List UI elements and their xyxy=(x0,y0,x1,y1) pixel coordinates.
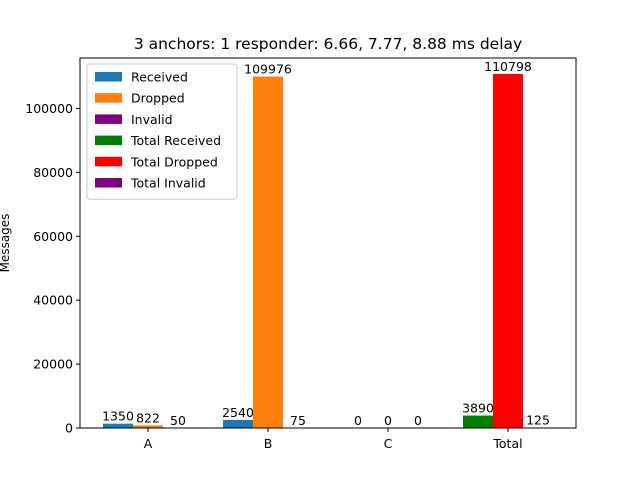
bar-dropped-a xyxy=(133,425,163,428)
legend-label: Invalid xyxy=(131,112,173,127)
bar-received-b xyxy=(223,419,253,428)
y-tick-label: 0 xyxy=(65,421,73,436)
y-tick-label: 40000 xyxy=(33,293,73,308)
y-ticks-group: 0 20000 40000 60000 80000 100000 xyxy=(25,101,80,436)
data-label: 50 xyxy=(170,413,186,428)
chart-title: 3 anchors: 1 responder: 6.66, 7.77, 8.88… xyxy=(134,35,522,53)
data-label: 0 xyxy=(384,413,392,428)
bar-labels-group: 1350 822 50 2540 109976 75 0 0 0 3890 110798 125 xyxy=(102,59,550,428)
y-tick-label: 80000 xyxy=(33,165,73,180)
legend-label: Dropped xyxy=(131,91,185,106)
data-label: 109976 xyxy=(244,62,292,77)
data-label: 125 xyxy=(526,413,550,428)
y-tick-label: 60000 xyxy=(33,229,73,244)
bar-total-received-total xyxy=(463,415,493,428)
legend-label: Total Invalid xyxy=(130,176,206,191)
bar-total-dropped-total xyxy=(493,73,523,428)
legend-swatch xyxy=(95,135,122,146)
plot-area-frame xyxy=(79,57,577,429)
legend-swatch xyxy=(95,178,122,188)
y-tick-label: 100000 xyxy=(25,101,73,116)
legend-swatch xyxy=(95,93,122,103)
data-label: 2540 xyxy=(222,405,254,420)
x-tick-label: C xyxy=(384,436,393,451)
data-label: 0 xyxy=(414,413,422,428)
data-label: 110798 xyxy=(484,59,532,74)
legend-label: Total Received xyxy=(130,133,221,148)
legend-box xyxy=(86,63,238,200)
bar-dropped-b xyxy=(253,76,283,429)
data-label: 1350 xyxy=(102,409,134,424)
legend: Received Dropped Invalid Total Received Tota… xyxy=(86,63,238,200)
x-tick-label: Total xyxy=(492,436,522,451)
data-label: 75 xyxy=(290,413,306,428)
x-tick-label: A xyxy=(144,436,153,451)
bars-group xyxy=(103,73,553,429)
legend-swatch xyxy=(95,156,122,167)
y-axis-label: Messages xyxy=(0,214,12,273)
y-tick-label: 20000 xyxy=(33,357,73,372)
data-label: 822 xyxy=(136,410,160,425)
x-tick-label: B xyxy=(264,436,273,451)
data-label: 3890 xyxy=(462,401,494,416)
data-label: 0 xyxy=(354,413,362,428)
x-ticks-group: A B C Total xyxy=(144,428,523,451)
legend-swatch xyxy=(95,114,122,124)
legend-swatch xyxy=(95,72,122,82)
legend-label: Received xyxy=(131,70,188,85)
bar-received-a xyxy=(103,423,133,428)
legend-label: Total Dropped xyxy=(130,154,218,169)
